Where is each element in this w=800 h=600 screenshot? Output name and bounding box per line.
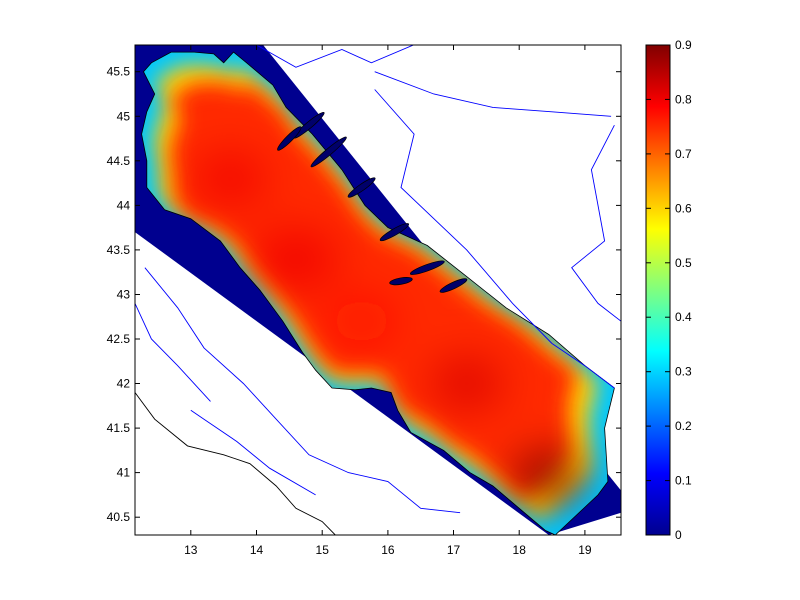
border-line-1 [256, 45, 415, 68]
colorbar-tick-label: 0.3 [675, 365, 692, 379]
colorbar-tick-label: 0.6 [675, 201, 692, 215]
y-tick-label: 42 [117, 377, 131, 391]
colorbar-tick-label: 0.5 [675, 256, 692, 270]
x-tick-label: 18 [513, 543, 527, 557]
colorbar-tick-label: 0.1 [675, 474, 692, 488]
island-3 [347, 177, 376, 198]
y-tick-label: 41.5 [107, 421, 131, 435]
colorbar: 0 0.1 0.2 0.3 0.4 0.5 0.6 0.7 0.8 0.9 [645, 38, 692, 542]
hotspot-1 [194, 153, 267, 204]
colorbar-scale [645, 44, 671, 536]
island-6 [439, 278, 468, 293]
map-area [135, 45, 621, 535]
hotspot-2 [253, 228, 339, 289]
island-5 [409, 260, 445, 275]
border-line-8 [190, 409, 316, 496]
y-tick-label: 42.5 [107, 332, 131, 346]
hotspot-4 [430, 358, 503, 409]
country-borders [135, 45, 621, 514]
y-tick-label: 40.5 [107, 510, 131, 524]
y-tick-label: 43.5 [107, 243, 131, 257]
y-tick-label: 45.5 [107, 65, 131, 79]
x-tick-label: 17 [447, 543, 461, 557]
sea-coastline [141, 51, 615, 535]
colorbar-tick-label: 0.2 [675, 419, 692, 433]
island-8 [277, 126, 302, 151]
x-tick-label: 16 [381, 543, 395, 557]
x-tick-label: 19 [578, 543, 592, 557]
island-2 [310, 136, 347, 168]
x-tick-label: 13 [184, 543, 198, 557]
y-tick-label: 41 [117, 466, 131, 480]
colorbar-ticks: 0 0.1 0.2 0.3 0.4 0.5 0.6 0.7 0.8 0.9 [646, 38, 692, 542]
y-tick-label: 45 [117, 109, 131, 123]
hotspot-5 [512, 451, 585, 503]
colorbar-tick-label: 0.4 [675, 310, 692, 324]
hotspots [194, 153, 585, 503]
islands [277, 111, 468, 293]
colorbar-tick-label: 0.9 [675, 38, 692, 52]
x-tick-label: 14 [250, 543, 264, 557]
plot-frame [134, 44, 622, 536]
border-line-4 [571, 124, 621, 322]
y-tick-label: 44 [117, 198, 131, 212]
x-axis: 13 14 15 16 17 18 19 [184, 45, 592, 557]
x-tick-label: 15 [316, 543, 330, 557]
border-line-3 [374, 89, 553, 344]
island-4 [379, 223, 410, 242]
sea-field [141, 51, 615, 535]
hotspot-3 [328, 298, 395, 345]
border-line-7 [135, 303, 211, 402]
y-tick-label: 43 [117, 288, 131, 302]
y-axis: 40.5 41 41.5 42 42.5 43 43.5 44 44.5 45 45.5 [107, 65, 621, 524]
border-line-2 [374, 71, 612, 117]
island-7 [389, 277, 413, 286]
west-coastline [135, 392, 336, 535]
y-tick-label: 44.5 [107, 154, 131, 168]
border-line-6 [144, 267, 461, 514]
border-line-5 [551, 343, 615, 389]
colorbar-tick-label: 0 [675, 528, 682, 542]
colorbar-tick-label: 0.7 [675, 147, 692, 161]
colorbar-tick-label: 0.8 [675, 92, 692, 106]
